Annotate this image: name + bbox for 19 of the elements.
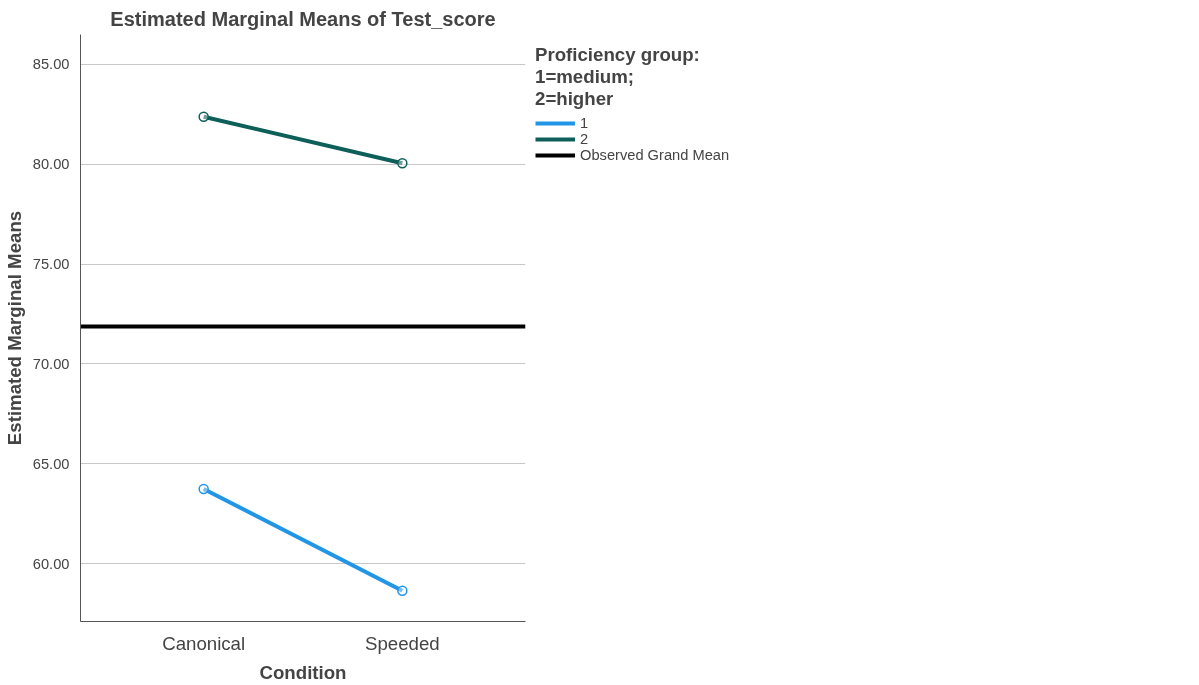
y-tick-label: 65.00 (32, 455, 70, 472)
x-tick-label: Canonical (162, 632, 246, 654)
legend-title: Proficiency group: 1=medium; 2=higher (535, 44, 701, 110)
legend-label: 2 (580, 131, 590, 147)
y-tick-label: 75.00 (32, 256, 70, 273)
y-tick-label: 70.00 (32, 355, 70, 372)
point (397, 158, 408, 169)
point (397, 585, 408, 596)
x-axis-title: Condition (259, 661, 347, 683)
legend-label: Observed Grand Mean (580, 147, 730, 163)
x-tick-label: Speeded (364, 632, 440, 654)
legend-label: 1 (580, 115, 590, 131)
point (198, 483, 209, 495)
y-tick-label: 60.00 (32, 555, 70, 572)
point (198, 111, 209, 122)
chart-title: Estimated Marginal Means of Test_score (110, 7, 496, 30)
y-axis-title: Estimated Marginal Means (3, 210, 25, 446)
y-tick-label: 80.00 (32, 156, 70, 173)
y-tick-label: 85.00 (32, 56, 70, 73)
